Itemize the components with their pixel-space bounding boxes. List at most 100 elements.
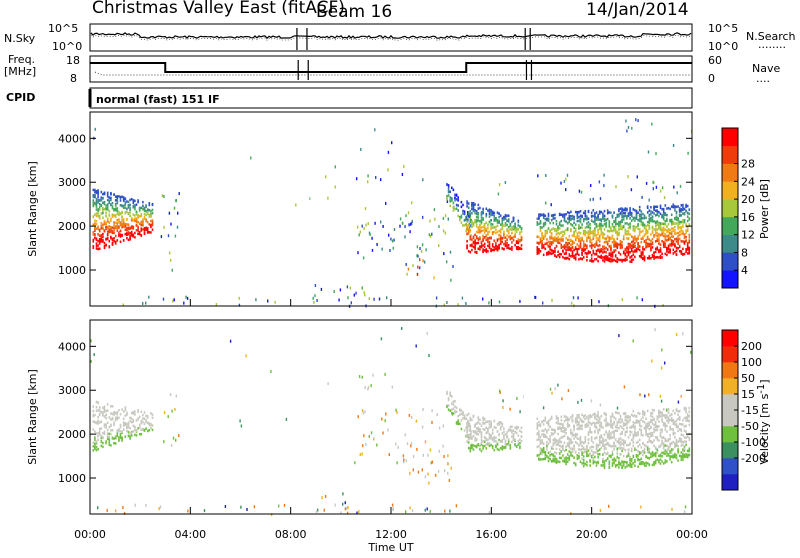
freq-tick-left-bottom: 8: [70, 72, 77, 85]
power-early: [92, 215, 95, 218]
vel-early: [108, 438, 111, 442]
vel-main: [586, 423, 588, 426]
vel-main: [613, 457, 615, 460]
vel-main: [576, 433, 579, 436]
vel-main: [616, 455, 619, 459]
power-early: [134, 199, 136, 203]
vel-main: [683, 445, 686, 449]
power-main: [573, 231, 575, 235]
power-main: [491, 213, 494, 216]
vel-main: [499, 422, 502, 425]
power-main: [566, 241, 569, 245]
vel-main: [685, 440, 687, 443]
vel-main: [659, 432, 662, 435]
vel-main: [678, 428, 681, 431]
vel-main: [467, 424, 470, 428]
power-main: [682, 221, 684, 224]
power-main: [504, 236, 507, 239]
vel-diag: [459, 422, 461, 426]
power-main: [685, 229, 687, 232]
vel-main: [581, 448, 583, 451]
vel-main: [541, 429, 543, 432]
power-main: [584, 248, 587, 251]
power-main: [635, 237, 638, 240]
vel-main: [645, 429, 647, 433]
vel-main: [651, 432, 654, 435]
power-early: [143, 215, 146, 219]
power-main: [651, 211, 654, 214]
vel-main: [544, 457, 547, 461]
vel-main: [629, 433, 631, 437]
vel-sparse: [285, 417, 288, 421]
power-ground: [534, 296, 537, 299]
power-main: [677, 224, 679, 227]
power-main: [608, 224, 611, 228]
power-upper: [598, 180, 601, 184]
power-main: [640, 237, 643, 240]
power-main: [493, 226, 496, 229]
power-main: [490, 219, 492, 222]
power-main: [602, 214, 604, 218]
power-upper: [655, 152, 657, 156]
vel-main: [610, 415, 612, 419]
vel-main: [536, 432, 539, 435]
vel-main: [626, 465, 628, 468]
vel-early: [105, 440, 107, 443]
power-main: [552, 227, 555, 230]
vel-main: [643, 411, 646, 414]
power-ground: [215, 303, 218, 306]
vel-main: [627, 436, 630, 439]
power-main: [605, 251, 607, 254]
vel-early: [130, 421, 133, 424]
vel-main: [674, 436, 676, 439]
vel-main: [677, 417, 679, 421]
vel-main: [674, 454, 676, 457]
power-main: [670, 221, 673, 224]
power-main: [629, 213, 631, 217]
vel-main: [605, 447, 607, 450]
power-main: [611, 229, 614, 233]
power-main: [506, 228, 508, 231]
power-main: [659, 206, 662, 210]
vel-main: [677, 429, 679, 433]
power-early: [110, 217, 112, 220]
vel-main: [568, 418, 571, 421]
vel-main: [602, 437, 604, 440]
power-early: [146, 228, 149, 231]
vel-main: [479, 428, 481, 432]
vel-main: [587, 454, 590, 457]
power-early: [97, 233, 99, 236]
power-main: [546, 241, 548, 245]
power-main: [482, 234, 484, 238]
power-mid: [404, 225, 406, 229]
power-early: [119, 233, 122, 236]
power-main: [600, 254, 603, 258]
vel-main: [541, 441, 543, 444]
vel-main: [602, 443, 604, 446]
vel-main: [488, 442, 491, 445]
vel-main: [618, 460, 620, 463]
vel-main: [482, 447, 484, 450]
vel-main: [491, 431, 494, 435]
vel-main: [483, 444, 486, 448]
vel-main: [590, 454, 593, 458]
vel-main: [597, 413, 599, 417]
vel-early: [105, 441, 107, 445]
vel-main: [638, 420, 641, 423]
power-main: [469, 230, 472, 233]
vel-main: [685, 455, 687, 458]
power-spot: [163, 195, 165, 198]
power-early: [135, 210, 138, 214]
power-early: [129, 238, 131, 241]
power-mid: [422, 259, 424, 263]
vel-sparse: [380, 337, 383, 341]
power-spot: [170, 222, 172, 226]
power-main: [566, 217, 569, 220]
power-main: [670, 241, 673, 244]
vel-main: [661, 418, 663, 421]
vel-main: [597, 453, 599, 456]
power-main: [619, 207, 622, 210]
power-main: [659, 228, 662, 231]
vel-mid: [438, 426, 441, 430]
power-main: [603, 209, 606, 213]
